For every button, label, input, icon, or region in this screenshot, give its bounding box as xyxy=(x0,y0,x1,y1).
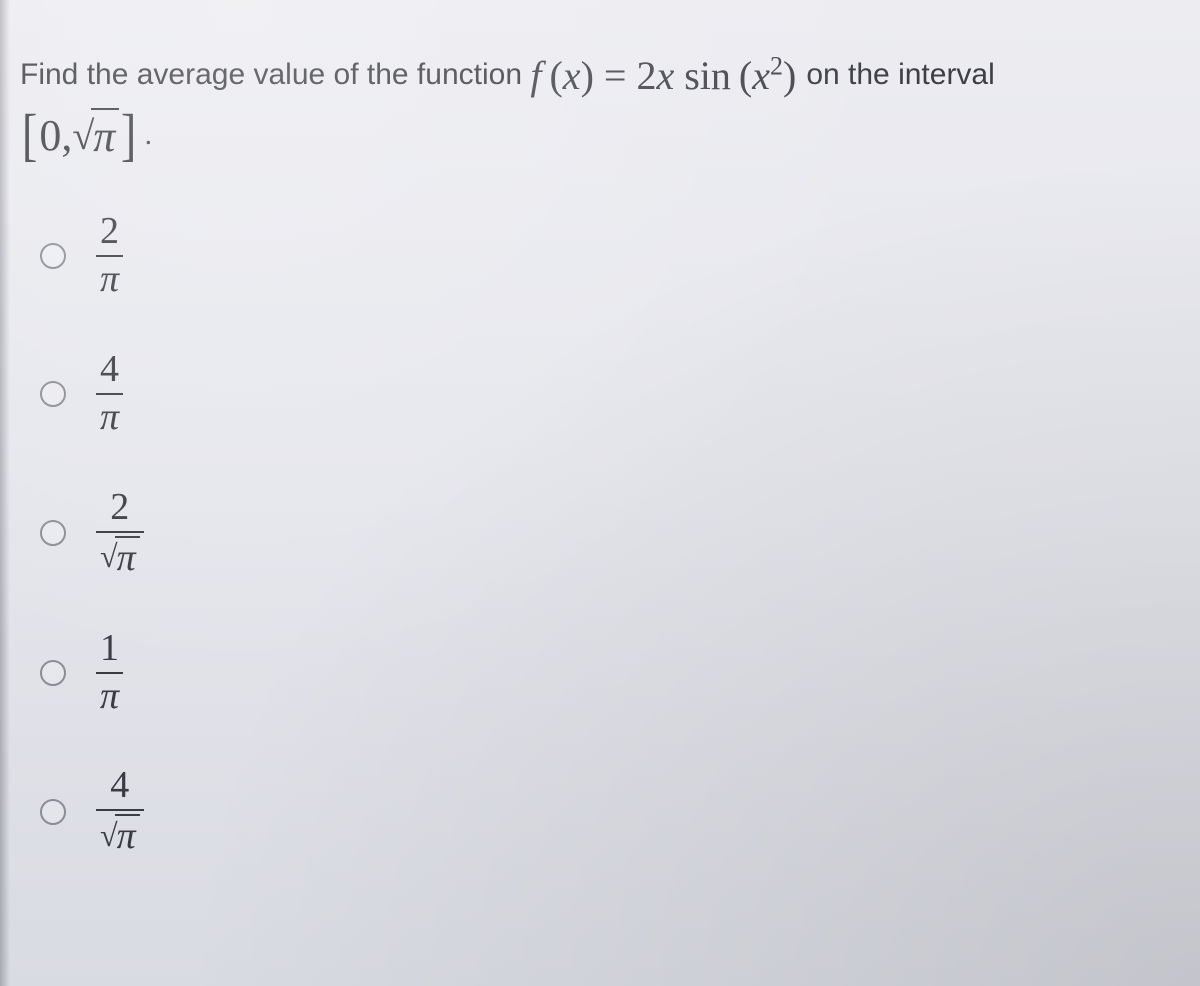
options-list: 2 π 4 π 2 √ π xyxy=(20,212,1180,857)
radio-c[interactable] xyxy=(40,520,66,546)
option-e-den: √ π xyxy=(96,814,144,857)
radio-a[interactable] xyxy=(40,243,66,269)
left-edge-shadow xyxy=(0,0,10,986)
frac-bar xyxy=(96,531,144,533)
option-b-frac: 4 π xyxy=(96,350,123,438)
interval-upper-sqrt: √ π xyxy=(72,108,119,162)
interval-sep: , xyxy=(61,110,72,161)
interval-lower: 0 xyxy=(39,110,61,161)
option-a-den: π xyxy=(96,260,123,300)
bracket-open: [ xyxy=(22,112,37,158)
option-e-frac: 4 √ π xyxy=(96,766,144,857)
interval-row: [ 0 , √ π ] . xyxy=(20,108,1180,162)
bracket-close: ] xyxy=(121,112,136,158)
option-d-num: 1 xyxy=(96,629,123,669)
option-c-sqrt: √ π xyxy=(100,536,140,579)
frac-bar xyxy=(96,672,123,674)
option-d[interactable]: 1 π xyxy=(40,629,1180,717)
option-b-den: π xyxy=(96,398,123,438)
question-page: Find the average value of the function f… xyxy=(0,0,1200,986)
interval-expression: [ 0 , √ π ] xyxy=(20,108,139,162)
radio-d[interactable] xyxy=(40,660,66,686)
option-a-frac: 2 π xyxy=(96,212,123,300)
question-stem: Find the average value of the function f… xyxy=(20,50,1180,102)
question-prefix: Find the average value of the function xyxy=(20,58,530,91)
radio-e[interactable] xyxy=(40,799,66,825)
option-a[interactable]: 2 π xyxy=(40,212,1180,300)
option-a-num: 2 xyxy=(96,212,123,252)
option-c-radicand: π xyxy=(115,536,140,579)
interval-upper-radicand: π xyxy=(91,108,119,162)
option-c-den: √ π xyxy=(96,536,144,579)
option-e[interactable]: 4 √ π xyxy=(40,766,1180,857)
option-c[interactable]: 2 √ π xyxy=(40,488,1180,579)
option-b-num: 4 xyxy=(96,350,123,390)
question-suffix: on the interval xyxy=(806,58,994,91)
interval-period: . xyxy=(145,118,153,152)
frac-bar xyxy=(96,255,123,257)
option-e-num: 4 xyxy=(106,766,133,806)
radio-b[interactable] xyxy=(40,381,66,407)
option-e-radicand: π xyxy=(115,814,140,857)
option-d-den: π xyxy=(96,677,123,717)
frac-bar xyxy=(96,809,144,811)
option-c-frac: 2 √ π xyxy=(96,488,144,579)
frac-bar xyxy=(96,393,123,395)
function-expression: f (x) = 2x sin (x2) xyxy=(530,53,806,98)
option-d-frac: 1 π xyxy=(96,629,123,717)
option-e-sqrt: √ π xyxy=(100,814,140,857)
option-b[interactable]: 4 π xyxy=(40,350,1180,438)
option-c-num: 2 xyxy=(106,488,133,528)
